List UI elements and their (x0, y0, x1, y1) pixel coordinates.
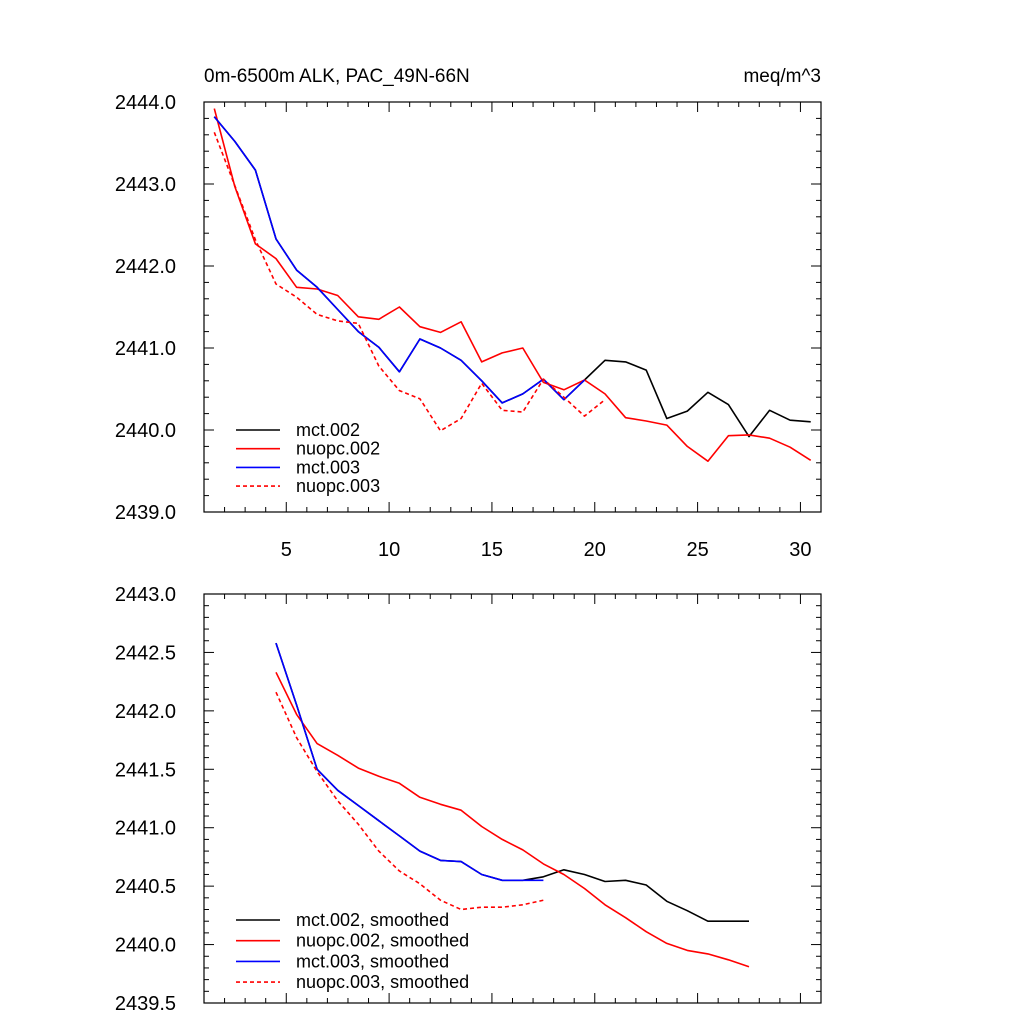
top-x-tick-label: 25 (686, 539, 708, 561)
top-y-tick-label: 2441.0 (115, 338, 176, 360)
bottom-panel: 2439.5 2440.0 2440.5 2441.0 2441.5 2442.0 2442… (115, 584, 822, 1015)
bottom-legend-label-2: mct.003, smoothed (296, 951, 449, 971)
top-series-line-1 (213, 108, 812, 463)
bottom-y-tick-label: 2442.0 (115, 701, 176, 723)
bottom-y-tick-label: 2443.0 (115, 584, 176, 606)
bottom-legend-label-3: nuopc.003, smoothed (296, 972, 469, 992)
bottom-y-tick-label: 2439.5 (115, 993, 176, 1015)
top-chart-title: 0m-6500m ALK, PAC_49N-66N (204, 66, 470, 87)
bottom-y-tick-label: 2440.0 (115, 935, 176, 957)
top-y-tick-label: 2443.0 (115, 174, 176, 196)
top-x-tick-label: 15 (481, 539, 503, 561)
top-legend-label-1: nuopc.002 (296, 439, 380, 459)
bottom-axis-ticks (203, 593, 822, 1004)
top-series-line-2 (213, 116, 586, 404)
top-series-line-3 (213, 132, 606, 432)
top-series-lines (213, 108, 812, 463)
bottom-series-lines (275, 642, 750, 968)
bottom-y-tick-label: 2441.5 (115, 759, 176, 781)
top-legend-label-0: mct.002 (296, 420, 360, 440)
top-y-tick-label: 2444.0 (115, 92, 176, 114)
top-x-tick-label: 5 (281, 539, 292, 561)
bottom-series-line-2 (275, 642, 544, 882)
top-x-tick-label: 10 (378, 539, 400, 561)
bottom-legend-label-0: mct.002, smoothed (296, 910, 449, 930)
bottom-y-tick-label: 2442.5 (115, 642, 176, 664)
top-legend-label-2: mct.003 (296, 457, 360, 477)
bottom-y-tick-label: 2441.0 (115, 818, 176, 840)
bottom-series-line-3 (275, 691, 544, 911)
top-legend-label-3: nuopc.003 (296, 476, 380, 496)
bottom-tick-labels: 2439.5 2440.0 2440.5 2441.0 2441.5 2442.0 2442… (115, 584, 176, 1015)
top-plot-frame (203, 101, 822, 513)
top-y-tick-label: 2440.0 (115, 420, 176, 442)
top-y-tick-label: 2439.0 (115, 502, 176, 524)
bottom-y-tick-label: 2440.5 (115, 876, 176, 898)
top-units-label: meq/m^3 (743, 66, 821, 87)
top-axis-ticks (203, 101, 822, 513)
bottom-plot-frame (203, 593, 822, 1004)
top-y-tick-label: 2442.0 (115, 256, 176, 278)
top-tick-labels: 2439.0 2440.0 2441.0 2442.0 2443.0 2444.0 5 10 1… (115, 92, 812, 561)
top-x-tick-label: 30 (789, 539, 811, 561)
top-panel: 2439.0 2440.0 2441.0 2442.0 2443.0 2444.0 5 10 1… (115, 66, 822, 561)
top-x-tick-label: 20 (584, 539, 606, 561)
bottom-legend-label-1: nuopc.002, smoothed (296, 931, 469, 951)
bottom-series-line-1 (275, 671, 750, 968)
bottom-series-line-0 (275, 642, 749, 923)
